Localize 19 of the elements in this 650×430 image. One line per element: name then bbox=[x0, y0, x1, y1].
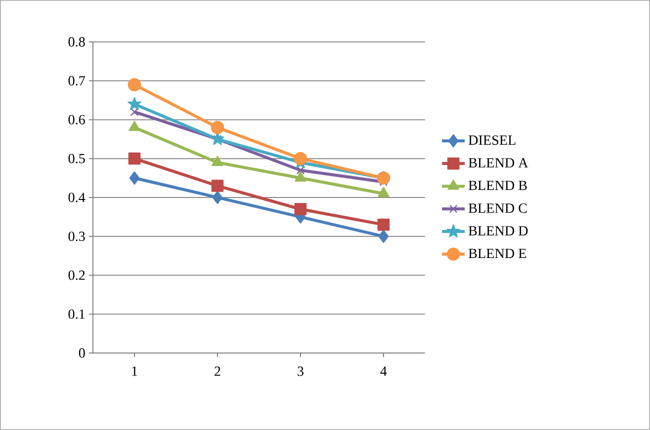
legend-label: BLEND C bbox=[468, 204, 527, 213]
x-tick-label: 4 bbox=[380, 366, 387, 376]
y-tick-label: 0.2 bbox=[68, 270, 85, 280]
y-tick-label: 0.3 bbox=[68, 232, 85, 242]
x-tick-label: 1 bbox=[132, 366, 138, 376]
x-tick-label: 2 bbox=[214, 366, 220, 376]
y-tick-label: 0 bbox=[78, 348, 85, 358]
y-tick-label: 0.4 bbox=[68, 192, 86, 202]
y-tick-label: 0.6 bbox=[68, 114, 85, 124]
legend-label: BLEND D bbox=[468, 226, 528, 236]
y-tick-label: 0.8 bbox=[68, 37, 85, 47]
y-tick-label: 0.1 bbox=[68, 309, 85, 319]
y-tick-label: 0.5 bbox=[68, 154, 85, 164]
legend-label: BLEND A bbox=[468, 158, 528, 168]
legend-label: BLEND B bbox=[468, 180, 527, 190]
y-tick-label: 0.7 bbox=[68, 76, 86, 86]
legend-label: DIESEL bbox=[468, 135, 516, 145]
x-tick-label: 3 bbox=[298, 366, 304, 376]
legend-label: BLEND E bbox=[468, 248, 526, 258]
